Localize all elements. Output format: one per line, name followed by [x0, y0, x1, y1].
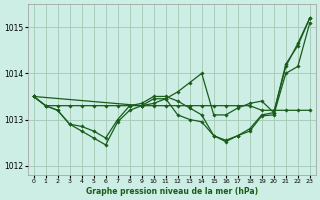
X-axis label: Graphe pression niveau de la mer (hPa): Graphe pression niveau de la mer (hPa) [86, 187, 258, 196]
